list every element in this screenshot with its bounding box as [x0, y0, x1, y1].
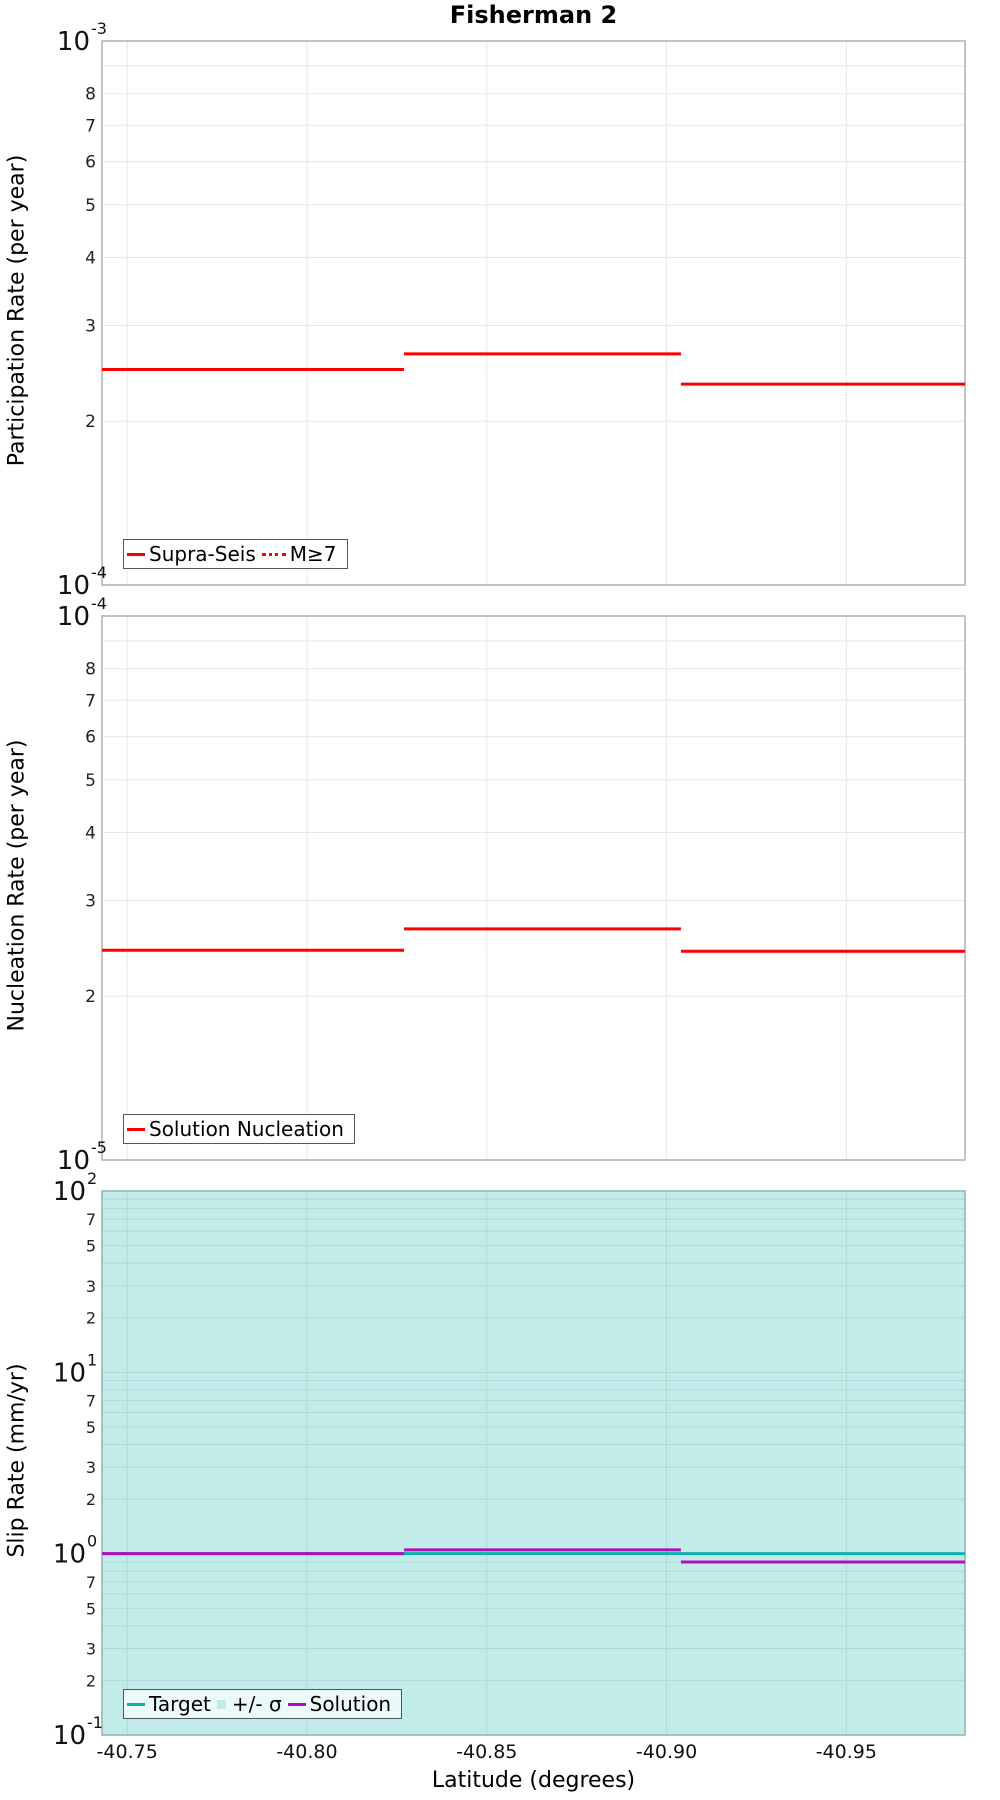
y-tick-label: 7	[85, 116, 96, 136]
y-tick-label: 3	[86, 1639, 96, 1658]
panel1-ylabel: Participation Rate (per year)	[4, 154, 30, 467]
legend-item-target: Target	[127, 1692, 211, 1716]
y-tick-decade-exponent: -1	[87, 1713, 103, 1732]
y-tick-label: 2	[85, 987, 96, 1007]
y-tick-decade-top-exponent: -3	[91, 19, 107, 38]
y-tick-decade-bottom-exponent: -5	[91, 1138, 107, 1157]
y-tick-decade: 10	[53, 1721, 86, 1751]
solid-line-swatch-icon	[287, 1702, 306, 1706]
y-tick-decade-top-exponent: -4	[91, 594, 107, 613]
y-tick-decade-bottom: 10	[57, 1146, 90, 1176]
y-tick-decade-exponent: 1	[87, 1350, 97, 1369]
y-tick-label: 8	[85, 85, 96, 105]
legend-label: Target	[149, 1692, 211, 1716]
y-tick-label: 7	[86, 1573, 96, 1592]
y-tick-label: 2	[86, 1309, 96, 1328]
legend-nucleation: Solution Nucleation	[123, 1114, 355, 1144]
y-tick-decade: 10	[53, 1540, 86, 1570]
legend-item-solution: Solution	[287, 1692, 392, 1716]
y-tick-label: 3	[85, 891, 96, 911]
x-tick-label: -40.90	[636, 1741, 697, 1763]
y-tick-label: 6	[85, 153, 96, 173]
y-tick-label: 8	[85, 660, 96, 680]
y-tick-decade-top: 10	[57, 27, 90, 57]
sigma-band	[102, 1191, 965, 1735]
y-tick-label: 3	[86, 1277, 96, 1296]
y-tick-label: 3	[86, 1458, 96, 1477]
legend-item-sigma: +/- σ	[216, 1692, 282, 1716]
y-tick-label: 5	[86, 1599, 96, 1618]
legend-item-m7: M≥7	[261, 542, 337, 566]
solid-line-swatch-icon	[127, 1702, 145, 1706]
solid-line-swatch-icon	[127, 1127, 145, 1131]
y-tick-decade-exponent: 2	[87, 1169, 97, 1188]
dotted-line-swatch-icon	[261, 552, 286, 556]
y-tick-label: 5	[85, 196, 96, 216]
panel2-ylabel: Nucleation Rate (per year)	[4, 739, 30, 1032]
legend-item-supra-seis: Supra-Seis	[127, 542, 256, 566]
y-tick-label: 4	[85, 248, 96, 268]
y-tick-label: 6	[85, 728, 96, 748]
solid-line-swatch-icon	[127, 552, 145, 556]
y-tick-label: 5	[85, 771, 96, 791]
legend-participation: Supra-Seis M≥7	[123, 539, 348, 569]
plot-area	[102, 616, 965, 1160]
y-tick-label: 4	[85, 823, 96, 843]
y-tick-label: 7	[86, 1210, 96, 1229]
legend-slip-rate: Target +/- σ Solution	[123, 1689, 403, 1719]
legend-label: Solution Nucleation	[149, 1117, 344, 1141]
x-tick-label: -40.75	[97, 1741, 158, 1763]
y-tick-label: 7	[85, 691, 96, 711]
y-tick-label: 5	[86, 1237, 96, 1256]
x-tick-label: -40.85	[456, 1741, 517, 1763]
x-tick-label: -40.80	[276, 1741, 337, 1763]
y-tick-decade: 10	[53, 1358, 86, 1388]
plot-frame	[101, 1190, 966, 1736]
y-tick-decade-bottom: 10	[57, 571, 90, 601]
legend-label: M≥7	[289, 542, 337, 566]
legend-item-solution-nucleation: Solution Nucleation	[127, 1117, 344, 1141]
plot-area	[102, 41, 965, 585]
filled-box-swatch-icon	[216, 1699, 226, 1709]
x-axis-label: Latitude (degrees)	[431, 1768, 636, 1793]
chart-title: Fisherman 2	[449, 1, 618, 29]
y-tick-label: 2	[86, 1671, 96, 1690]
plot-frame	[101, 40, 966, 586]
y-tick-decade-top: 10	[57, 602, 90, 632]
y-tick-decade-bottom-exponent: -4	[91, 563, 107, 582]
y-tick-label: 7	[86, 1391, 96, 1410]
y-tick-label: 3	[85, 316, 96, 336]
y-tick-decade: 10	[53, 1177, 86, 1207]
y-tick-decade-exponent: 0	[87, 1532, 97, 1551]
panel3-ylabel: Slip Rate (mm/yr)	[4, 1363, 30, 1558]
y-tick-label: 2	[85, 412, 96, 432]
x-tick-label: -40.95	[816, 1741, 877, 1763]
plot-frame	[101, 615, 966, 1161]
y-tick-label: 5	[86, 1418, 96, 1437]
legend-label: Solution	[309, 1692, 392, 1716]
legend-label: +/- σ	[231, 1692, 282, 1716]
y-tick-label: 2	[86, 1490, 96, 1509]
legend-label: Supra-Seis	[149, 542, 256, 566]
